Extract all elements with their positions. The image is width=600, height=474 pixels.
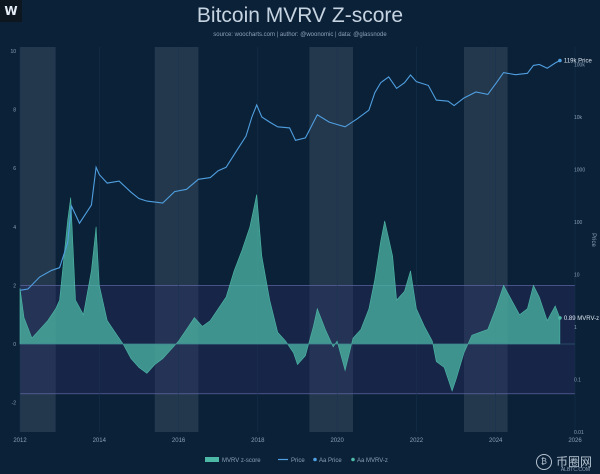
y-right-tick-1: 1 [574,325,577,331]
mvrv-last-label: 0.89 MVRV-z [564,316,599,322]
y-left-tick-4: 4 [13,225,16,231]
legend-swatch-mvrv [205,457,219,462]
shaded-period-4 [464,47,508,432]
watermark-text: 币圈网 [555,455,592,469]
watermark: ₿ 币圈网 ALBTC.COM [535,453,592,473]
legend-aa-price[interactable]: Aa Price [319,458,342,464]
shaded-period-1 [20,47,56,432]
y-right-tick-0.01: 0.01 [574,430,584,436]
legend-mvrv[interactable]: MVRV z-score [222,458,261,464]
x-tick-2018: 2018 [251,438,265,444]
legend-swatch-aa-mvrv [351,457,355,462]
x-tick-2022: 2022 [410,438,424,444]
legend-swatch-aa-price [313,457,317,462]
y-left-tick-0: 0 [13,342,16,348]
x-tick-2020: 2020 [330,438,344,444]
legend-aa-mvrv[interactable]: Aa MVRV-z [357,458,388,464]
y-right-tick-1000: 1000 [574,168,585,174]
x-tick-2012: 2012 [13,438,27,444]
y-left-tick-10: 10 [10,49,16,55]
price-last-point [558,58,562,63]
mvrv-last-point [558,316,562,320]
y-right-tick-0.1: 0.1 [574,378,581,384]
y-right-tick-10: 10 [574,273,580,279]
watermark-sub: ALBTC.COM [560,467,590,473]
y-left-tick-2: 2 [13,283,16,289]
y-left-tick-6: 6 [13,166,16,172]
chart-title: Bitcoin MVRV Z-score [196,4,404,27]
price-last-label: 119k Price [564,59,593,65]
mvrv-area-series [19,194,561,392]
x-tick-2026: 2026 [568,438,582,444]
chart-subtitle: source: woocharts.com | author: @woonomi… [213,32,387,38]
y-right-tick-10k: 10k [574,115,583,121]
woocharts-logo: W [0,0,22,22]
x-tick-2024: 2024 [489,438,503,444]
y-right-tick-100: 100 [574,220,583,226]
shaded-period-2 [154,47,199,432]
coin-icon: ₿ [535,453,552,470]
y-left-tick-8: 8 [13,108,16,114]
y-right-tick-100k: 100k [574,63,585,69]
x-tick-2016: 2016 [172,438,186,444]
y-left-tick--2: -2 [12,401,17,407]
legend-price[interactable]: Price [291,458,305,464]
price-line-series [19,60,561,291]
y-right-label: Price [590,233,596,247]
x-tick-2014: 2014 [93,438,107,444]
